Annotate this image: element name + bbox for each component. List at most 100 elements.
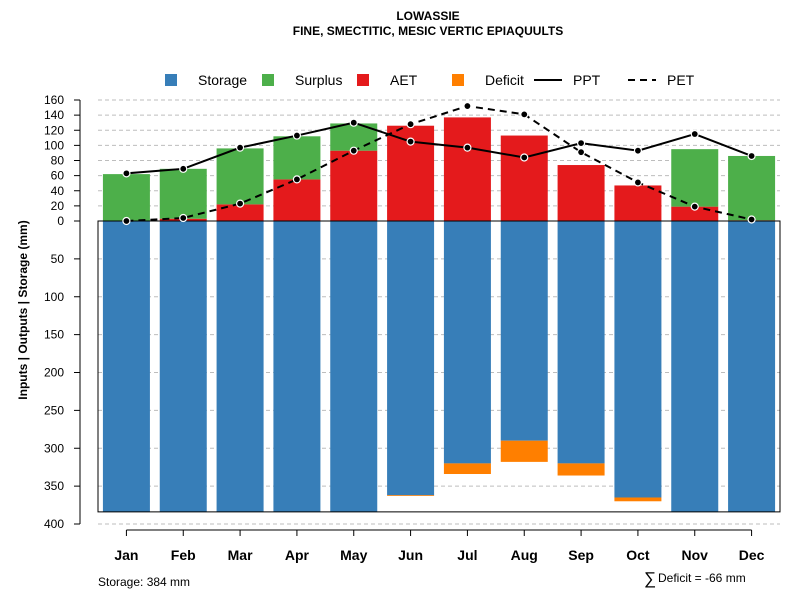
deficit-sum-symbol: ∑ — [644, 569, 656, 588]
pet-point-nov — [690, 202, 699, 211]
pet-point-oct — [633, 178, 643, 187]
y-tick-label: 50 — [51, 252, 65, 266]
deficit-bar-jun — [387, 495, 435, 496]
surplus-bar-apr — [273, 136, 321, 180]
deficit-bar-jul — [443, 463, 491, 475]
ppt-point-jun — [406, 137, 415, 146]
ppt-point-feb — [179, 164, 188, 173]
surplus-legend-label: Surplus — [295, 72, 342, 88]
x-tick-label-aug: Aug — [511, 547, 538, 563]
pet-point-feb — [179, 213, 188, 223]
storage-legend-swatch — [165, 74, 177, 86]
ppt-point-nov — [690, 129, 699, 139]
surplus-bar-jan — [102, 174, 150, 221]
aet-surplus-bars — [98, 117, 780, 222]
surplus-bar-mar — [216, 148, 264, 205]
ppt-point-dec — [747, 151, 756, 161]
y-tick-label: 100 — [44, 138, 64, 152]
pet-point-dec — [747, 215, 756, 224]
x-tick-label-jan: Jan — [114, 547, 138, 563]
ppt-point-jan — [122, 169, 131, 178]
x-tick-label-jun: Jun — [398, 547, 423, 563]
chart-subtitle: FINE, SMECTITIC, MESIC VERTIC EPIAQUULTS — [293, 24, 563, 38]
storage-bar-oct — [614, 221, 662, 498]
y-tick-label: 350 — [44, 479, 64, 493]
pet-point-aug — [520, 110, 529, 119]
storage-bar-mar — [216, 221, 264, 512]
y-tick-label: 100 — [44, 290, 64, 304]
storage-legend-label: Storage — [198, 72, 247, 88]
pet-point-jan — [122, 216, 131, 226]
y-axis-label: Inputs | Outputs | Storage (mm) — [16, 220, 30, 399]
storage-bar-aug — [500, 221, 548, 441]
x-tick-label-jul: Jul — [457, 547, 477, 563]
x-tick-label-apr: Apr — [285, 547, 310, 563]
surplus-bar-feb — [159, 168, 207, 219]
ppt-pet-lines — [122, 101, 756, 226]
x-tick-label-sep: Sep — [568, 547, 594, 563]
y-tick-label: 250 — [44, 403, 64, 417]
aet-bar-aug — [500, 135, 548, 221]
y-tick-label: 140 — [44, 108, 64, 122]
storage-bar-may — [330, 221, 378, 512]
x-tick-label-oct: Oct — [626, 547, 650, 563]
x-tick-label-dec: Dec — [739, 547, 765, 563]
aet-bar-oct — [614, 185, 662, 221]
storage-footer: Storage: 384 mm — [98, 575, 190, 589]
chart-title: LOWASSIE — [396, 9, 459, 23]
surplus-bar-nov — [671, 149, 719, 207]
x-tick-label-feb: Feb — [171, 547, 196, 563]
deficit-bar-aug — [500, 440, 548, 462]
x-tick-label-nov: Nov — [682, 547, 709, 563]
legend: Storage Surplus AET Deficit PPT PET — [165, 72, 695, 88]
aet-bar-sep — [557, 165, 605, 221]
x-tick-label-may: May — [340, 547, 367, 563]
deficit-footer: Deficit = -66 mm — [658, 571, 746, 585]
pet-legend-label: PET — [667, 72, 695, 88]
y-tick-label: 300 — [44, 441, 64, 455]
deficit-bar-sep — [557, 463, 605, 476]
storage-bar-jul — [443, 221, 491, 464]
storage-bar-feb — [159, 221, 207, 512]
y-tick-label: 80 — [51, 154, 65, 168]
aet-bar-may — [330, 150, 378, 221]
pet-point-may — [349, 146, 358, 155]
storage-bar-sep — [557, 221, 605, 464]
ppt-point-oct — [633, 146, 643, 155]
gridlines — [98, 99, 780, 525]
y-tick-label: 0 — [57, 214, 64, 228]
surplus-bar-dec — [728, 155, 776, 221]
y-tick-label: 60 — [51, 169, 65, 183]
ppt-point-aug — [520, 153, 529, 162]
deficit-legend-label: Deficit — [485, 72, 524, 88]
y-tick-label: 200 — [44, 366, 64, 380]
x-tick-label-mar: Mar — [228, 547, 253, 563]
surplus-legend-swatch — [262, 74, 274, 86]
ppt-point-apr — [292, 131, 302, 140]
pet-point-jun — [406, 120, 415, 129]
ppt-point-mar — [235, 143, 245, 152]
ppt-point-may — [349, 118, 358, 127]
storage-bar-jun — [387, 221, 435, 496]
y-tick-label: 150 — [44, 328, 64, 342]
storage-bar-nov — [671, 221, 719, 512]
ppt-line — [126, 121, 752, 175]
deficit-legend-swatch — [452, 74, 464, 86]
y-tick-label: 120 — [44, 123, 64, 137]
ppt-point-jul — [463, 143, 472, 152]
aet-bar-jul — [443, 117, 491, 221]
axes: 1601401201008060402005010015020025030035… — [44, 93, 765, 563]
pet-point-sep — [576, 148, 586, 157]
storage-bar-dec — [728, 221, 776, 512]
y-tick-label: 40 — [51, 184, 65, 198]
aet-legend-swatch — [357, 74, 369, 86]
aet-bar-mar — [216, 204, 264, 221]
deficit-bar-oct — [614, 497, 662, 502]
y-tick-label: 160 — [44, 93, 64, 107]
storage-deficit-bars — [97, 220, 781, 513]
pet-point-mar — [235, 199, 245, 208]
storage-bar-apr — [273, 221, 321, 512]
ppt-legend-label: PPT — [573, 72, 601, 88]
pet-point-jul — [463, 101, 472, 111]
